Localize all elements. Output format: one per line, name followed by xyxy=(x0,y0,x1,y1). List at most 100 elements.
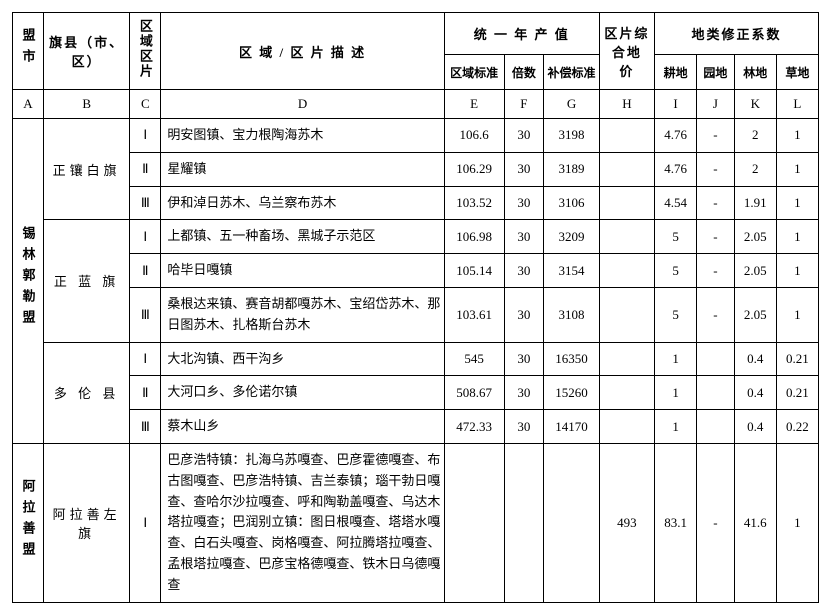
val-e: 545 xyxy=(444,342,504,376)
header-I: 耕地 xyxy=(655,55,697,90)
val-h xyxy=(599,342,654,376)
val-k: 0.4 xyxy=(734,342,776,376)
val-f: 30 xyxy=(504,287,544,342)
league-cell: 锡林郭勒盟 xyxy=(13,119,44,444)
val-h xyxy=(599,376,654,410)
val-i: 83.1 xyxy=(655,443,697,602)
val-j: - xyxy=(697,443,735,602)
val-i: 4.76 xyxy=(655,119,697,153)
val-l: 1 xyxy=(776,443,818,602)
county-cell: 正 蓝 旗 xyxy=(43,220,129,342)
data-table: 盟市 旗县（市、区） 区域区片 区 域 / 区 片 描 述 统 一 年 产 值 … xyxy=(12,12,819,603)
val-e: 508.67 xyxy=(444,376,504,410)
header-E: 区域标准 xyxy=(444,55,504,90)
desc-cell: 明安图镇、宝力根陶海苏木 xyxy=(161,119,444,153)
letter-D: D xyxy=(161,90,444,119)
val-g xyxy=(544,443,599,602)
val-k: 2.05 xyxy=(734,220,776,254)
val-f xyxy=(504,443,544,602)
val-l: 0.21 xyxy=(776,342,818,376)
val-j xyxy=(697,410,735,444)
val-l: 1 xyxy=(776,186,818,220)
header-league: 盟市 xyxy=(13,13,44,90)
zone-cell: Ⅰ xyxy=(130,342,161,376)
table-row: 阿拉善盟 阿拉善左旗 Ⅰ 巴彦浩特镇：扎海乌苏嘎查、巴彦霍德嘎查、布古图嘎查、巴… xyxy=(13,443,819,602)
val-j: - xyxy=(697,220,735,254)
val-g: 15260 xyxy=(544,376,599,410)
header-J: 园地 xyxy=(697,55,735,90)
val-f: 30 xyxy=(504,410,544,444)
val-j: - xyxy=(697,186,735,220)
val-k: 2.05 xyxy=(734,254,776,288)
desc-cell: 上都镇、五一种畜场、黑城子示范区 xyxy=(161,220,444,254)
zone-cell: Ⅰ xyxy=(130,220,161,254)
letter-F: F xyxy=(504,90,544,119)
table-row: Ⅱ 哈毕日嘎镇 105.14 30 3154 5 - 2.05 1 xyxy=(13,254,819,288)
league-cell: 阿拉善盟 xyxy=(13,443,44,602)
desc-cell: 桑根达来镇、赛音胡都嘎苏木、宝绍岱苏木、那日图苏木、扎格斯台苏木 xyxy=(161,287,444,342)
zone-cell: Ⅲ xyxy=(130,186,161,220)
county-cell: 正镶白旗 xyxy=(43,119,129,220)
val-f: 30 xyxy=(504,119,544,153)
val-i: 4.54 xyxy=(655,186,697,220)
val-i: 4.76 xyxy=(655,152,697,186)
val-j: - xyxy=(697,254,735,288)
letter-I: I xyxy=(655,90,697,119)
val-e xyxy=(444,443,504,602)
desc-cell: 大河口乡、多伦诺尔镇 xyxy=(161,376,444,410)
val-h xyxy=(599,186,654,220)
desc-cell: 巴彦浩特镇：扎海乌苏嘎查、巴彦霍德嘎查、布古图嘎查、巴彦浩特镇、吉兰泰镇；瑙干勃… xyxy=(161,443,444,602)
val-i: 1 xyxy=(655,410,697,444)
val-h xyxy=(599,152,654,186)
val-g: 3209 xyxy=(544,220,599,254)
table-row: Ⅲ 桑根达来镇、赛音胡都嘎苏木、宝绍岱苏木、那日图苏木、扎格斯台苏木 103.6… xyxy=(13,287,819,342)
val-f: 30 xyxy=(504,152,544,186)
val-g: 3189 xyxy=(544,152,599,186)
val-f: 30 xyxy=(504,220,544,254)
letter-K: K xyxy=(734,90,776,119)
zone-cell: Ⅱ xyxy=(130,376,161,410)
val-f: 30 xyxy=(504,254,544,288)
val-l: 0.22 xyxy=(776,410,818,444)
header-price: 区片综合地 价 xyxy=(599,13,654,90)
val-i: 5 xyxy=(655,220,697,254)
val-k: 0.4 xyxy=(734,376,776,410)
desc-cell: 哈毕日嘎镇 xyxy=(161,254,444,288)
desc-cell: 星耀镇 xyxy=(161,152,444,186)
val-k: 2 xyxy=(734,119,776,153)
desc-cell: 蔡木山乡 xyxy=(161,410,444,444)
val-k: 0.4 xyxy=(734,410,776,444)
val-f: 30 xyxy=(504,186,544,220)
val-k: 1.91 xyxy=(734,186,776,220)
val-l: 1 xyxy=(776,254,818,288)
val-i: 1 xyxy=(655,342,697,376)
val-h xyxy=(599,410,654,444)
val-k: 2.05 xyxy=(734,287,776,342)
val-g: 3154 xyxy=(544,254,599,288)
val-h xyxy=(599,220,654,254)
header-landcorr: 地类修正系数 xyxy=(655,13,819,55)
val-l: 1 xyxy=(776,287,818,342)
val-l: 1 xyxy=(776,152,818,186)
val-k: 2 xyxy=(734,152,776,186)
val-g: 3198 xyxy=(544,119,599,153)
val-j: - xyxy=(697,152,735,186)
val-g: 14170 xyxy=(544,410,599,444)
val-h xyxy=(599,254,654,288)
table-row: Ⅲ 蔡木山乡 472.33 30 14170 1 0.4 0.22 xyxy=(13,410,819,444)
val-e: 103.52 xyxy=(444,186,504,220)
val-i: 5 xyxy=(655,287,697,342)
table-row: 锡林郭勒盟 正镶白旗 Ⅰ 明安图镇、宝力根陶海苏木 106.6 30 3198 … xyxy=(13,119,819,153)
val-g: 3106 xyxy=(544,186,599,220)
val-g: 3108 xyxy=(544,287,599,342)
zone-cell: Ⅰ xyxy=(130,119,161,153)
val-f: 30 xyxy=(504,342,544,376)
letter-J: J xyxy=(697,90,735,119)
table-row: Ⅲ 伊和淖日苏木、乌兰察布苏木 103.52 30 3106 4.54 - 1.… xyxy=(13,186,819,220)
letter-G: G xyxy=(544,90,599,119)
zone-cell: Ⅰ xyxy=(130,443,161,602)
zone-cell: Ⅱ xyxy=(130,254,161,288)
val-h xyxy=(599,119,654,153)
table-row: Ⅱ 大河口乡、多伦诺尔镇 508.67 30 15260 1 0.4 0.21 xyxy=(13,376,819,410)
val-k: 41.6 xyxy=(734,443,776,602)
